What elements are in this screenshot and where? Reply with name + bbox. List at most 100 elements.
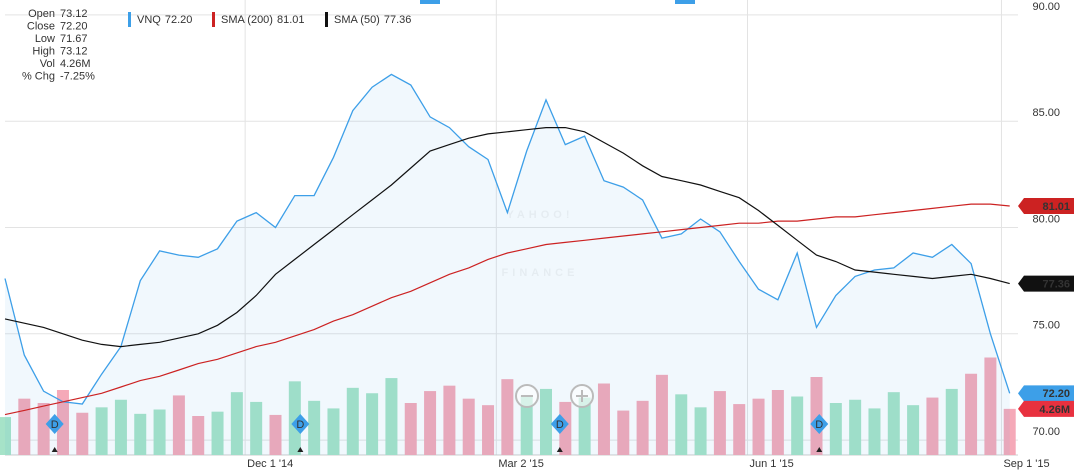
volume-bar <box>250 401 263 455</box>
info-label: Open <box>28 8 55 20</box>
volume-bar <box>559 401 572 455</box>
dividend-label: D <box>556 419 564 431</box>
price-tag <box>1018 198 1074 215</box>
series-line <box>4 127 1010 348</box>
volume-bar <box>501 379 514 455</box>
volume-bar <box>965 373 978 455</box>
volume-bar <box>752 398 765 455</box>
volume-bar <box>617 410 630 455</box>
y-tick-label: 70.00 <box>1032 426 1060 438</box>
legend-name: SMA (50) <box>334 14 380 26</box>
range-handle[interactable] <box>420 0 440 4</box>
volume-bar <box>984 357 997 455</box>
volume-bar <box>114 399 127 455</box>
volume-bar <box>0 417 11 455</box>
price-tag-label: 4.26M <box>1039 404 1070 416</box>
legend-swatch <box>128 12 131 27</box>
info-label: Close <box>27 20 55 32</box>
volume-bar <box>520 395 533 455</box>
volume-bar <box>868 408 881 455</box>
volume-bar <box>192 416 205 455</box>
dividend-tick <box>816 447 823 452</box>
legend-entry: SMA (200) 81.01 <box>221 14 305 26</box>
legend-name: SMA (200) <box>221 14 273 26</box>
legend-swatch <box>212 12 215 27</box>
price-tag <box>1018 400 1074 417</box>
volume-bar <box>926 397 939 455</box>
volume-bar <box>211 411 224 455</box>
volume-bar <box>230 392 243 455</box>
dividend-marker[interactable] <box>45 414 64 434</box>
volume-bar <box>849 399 862 455</box>
legend-entry: VNQ 72.20 <box>137 14 192 26</box>
volume-bar <box>18 398 31 455</box>
info-value: 71.67 <box>60 33 88 45</box>
info-value: 73.12 <box>60 45 88 57</box>
info-value: -7.25% <box>60 70 95 82</box>
dividend-tick <box>51 447 58 452</box>
x-tick-label: Dec 1 '14 <box>247 458 293 470</box>
volume-bar <box>424 391 437 455</box>
info-value: 72.20 <box>60 20 88 32</box>
dividend-tick <box>297 447 304 452</box>
watermark: YAHOO! <box>507 209 574 221</box>
volume-bar <box>1003 408 1016 455</box>
dividend-tick <box>556 447 563 452</box>
info-label: % Chg <box>22 70 55 82</box>
y-tick-label: 85.00 <box>1032 107 1060 119</box>
price-tag <box>1018 385 1074 402</box>
dividend-label: D <box>296 419 304 431</box>
dividend-marker[interactable] <box>810 414 829 434</box>
volume-bar <box>37 403 50 455</box>
volume-bar <box>907 405 920 455</box>
volume-bar <box>385 378 398 455</box>
legend-name: VNQ <box>137 14 161 26</box>
volume-bar <box>829 403 842 455</box>
volume-bar <box>404 403 417 455</box>
volume-bar <box>945 388 958 455</box>
volume-bar <box>288 381 301 455</box>
volume-bar <box>443 385 456 455</box>
legend-value: 72.20 <box>165 14 193 26</box>
volume-bar <box>134 413 147 455</box>
x-tick-label: Sep 1 '15 <box>1003 458 1049 470</box>
info-label: Vol <box>40 58 55 70</box>
volume-bar <box>308 400 321 455</box>
volume-bar <box>366 393 379 455</box>
volume-bar <box>597 383 610 455</box>
series-line <box>4 73 1011 405</box>
volume-bar <box>655 374 668 455</box>
volume-bar <box>791 396 804 455</box>
price-tag <box>1018 275 1074 292</box>
dividend-marker[interactable] <box>550 414 569 434</box>
volume-bar <box>482 405 495 455</box>
info-value: 4.26M <box>60 58 91 70</box>
info-label: Low <box>35 33 55 45</box>
volume-bar <box>636 400 649 455</box>
x-tick-label: Jun 1 '15 <box>749 458 793 470</box>
price-tag-label: 77.36 <box>1042 279 1070 291</box>
legend-value: 81.01 <box>277 14 305 26</box>
legend-value: 77.36 <box>384 14 412 26</box>
y-tick-label: 75.00 <box>1032 320 1060 332</box>
watermark: FINANCE <box>502 267 579 279</box>
legend-entry: SMA (50) 77.36 <box>334 14 411 26</box>
range-handle[interactable] <box>675 0 695 4</box>
volume-bar <box>675 394 688 455</box>
volume-bar <box>95 407 108 455</box>
price-tag-label: 81.01 <box>1042 201 1070 213</box>
volume-bar <box>694 407 707 455</box>
price-tag-label: 72.20 <box>1042 388 1070 400</box>
volume-bar <box>56 390 69 455</box>
y-tick-label: 80.00 <box>1032 213 1060 225</box>
volume-bar <box>771 390 784 455</box>
volume-bar <box>733 404 746 455</box>
legend-swatch <box>325 12 328 27</box>
volume-bar <box>172 395 185 455</box>
dividend-marker[interactable] <box>291 414 310 434</box>
volume-bar <box>327 408 340 455</box>
volume-bar <box>887 392 900 455</box>
volume-bar <box>578 397 591 455</box>
volume-bar <box>540 388 553 455</box>
